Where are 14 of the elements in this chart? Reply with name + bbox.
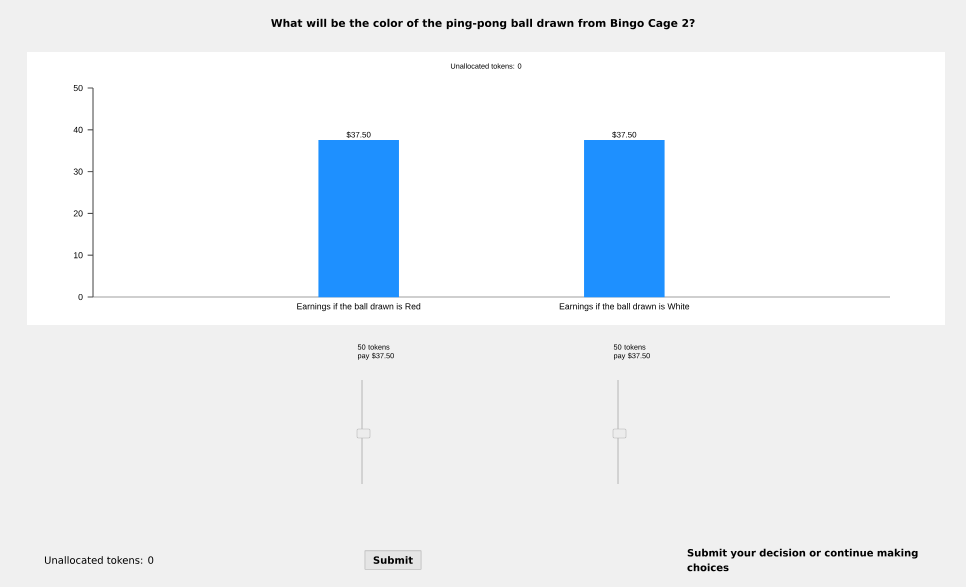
- y-tick-label: 30: [74, 168, 83, 175]
- text: Submit: [374, 556, 413, 564]
- chart-title: What will be the color of the ping-pong ball drawn from Bingo Cage 2?: [271, 18, 695, 30]
- text: Submit your decision or continue making choices: [687, 548, 918, 572]
- y-tick-label: 50: [74, 84, 83, 92]
- y-tick-label: 10: [74, 252, 83, 258]
- data-label: $37.50: [612, 132, 636, 138]
- text: Unallocated tokens: 0: [44, 556, 154, 564]
- y-tick-label: 20: [74, 210, 83, 216]
- y-tick-label: 0: [78, 294, 83, 300]
- y-tick-label: 40: [74, 126, 83, 133]
- data-label: $37.50: [346, 132, 371, 138]
- x-tick-label: Earnings if the ball drawn is White: [560, 303, 690, 312]
- x-tick-label: Earnings if the ball drawn is Red: [297, 303, 420, 312]
